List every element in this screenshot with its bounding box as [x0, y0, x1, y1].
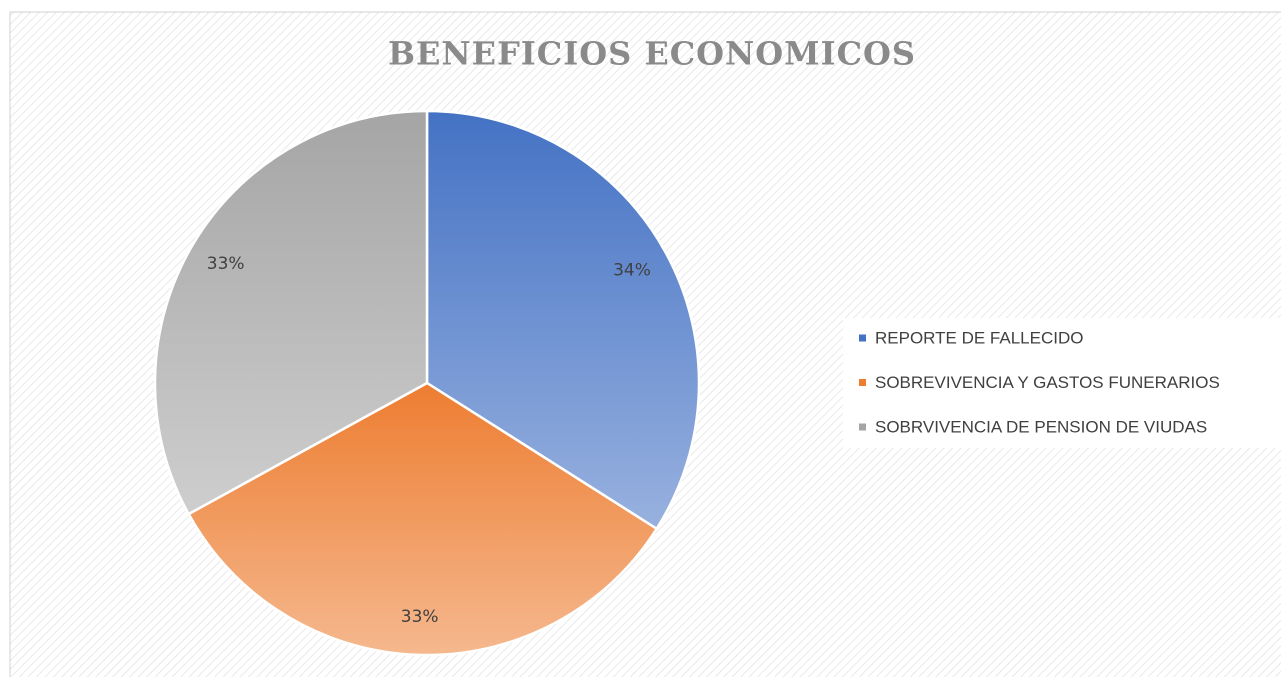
legend-swatch: [859, 423, 866, 431]
data-label: 33%: [207, 254, 245, 274]
legend-label: SOBREVIVENCIA Y GASTOS FUNERARIOS: [875, 373, 1220, 392]
legend-swatch: [859, 379, 866, 386]
data-label: 33%: [401, 607, 439, 627]
chart-title: BENEFICIOS ECONOMICOS: [388, 35, 916, 73]
pie-slice: [153, 109, 429, 516]
legend-label: SOBRVIVENCIA DE PENSION DE VIUDAS: [875, 417, 1207, 436]
legend-label: REPORTE DE FALLECIDO: [875, 328, 1083, 347]
legend-swatch: [859, 334, 866, 342]
legend-background: [843, 318, 1281, 448]
pie-slice: [425, 109, 701, 531]
data-label: 34%: [613, 260, 651, 280]
